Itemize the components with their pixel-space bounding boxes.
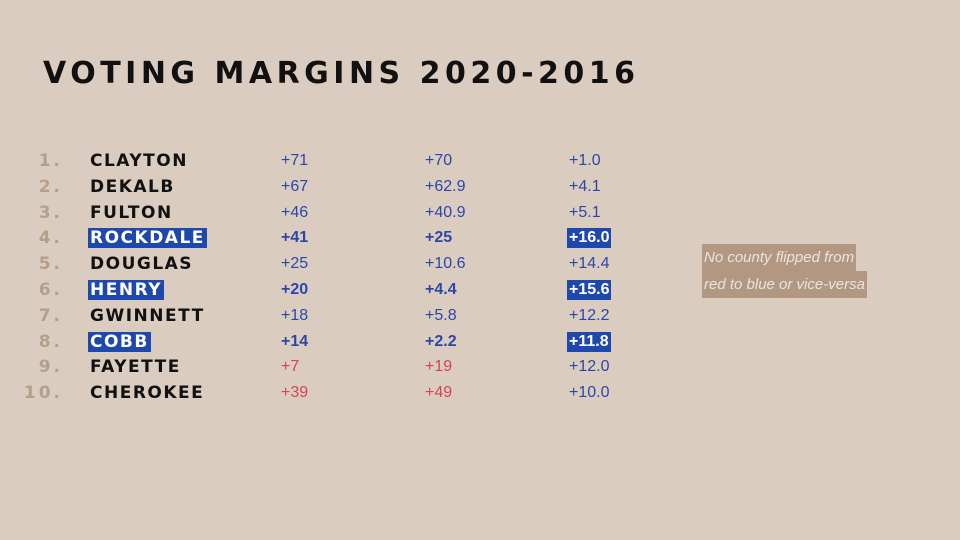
change: +14.4	[569, 255, 610, 273]
county: FAYETTE	[90, 357, 181, 378]
margin-2020: +14	[281, 332, 309, 350]
margin-2016: +10.6	[425, 255, 466, 273]
county: DEKALB	[90, 176, 175, 197]
margin-2020: +39	[281, 384, 309, 402]
rank: 2.	[38, 176, 63, 197]
note-line: No county flipped from	[702, 244, 857, 271]
county: COBB	[88, 331, 151, 352]
rank: 9.	[38, 357, 63, 378]
margin-2016: +62.9	[425, 177, 466, 195]
change: +15.6	[567, 280, 612, 300]
rank: 5.	[38, 254, 63, 275]
margin-2020: +67	[281, 177, 309, 195]
county: CLAYTON	[90, 151, 188, 171]
county: DOUGLAS	[90, 254, 194, 275]
rank: 8.	[38, 331, 63, 352]
change: +1.0	[569, 152, 601, 169]
margin-2020: +41	[281, 229, 309, 247]
margin-2016: +49	[425, 384, 453, 402]
margin-2020: +20	[281, 281, 309, 298]
rank: 4.	[38, 228, 63, 249]
margin-2016: +70	[425, 152, 453, 169]
margin-2016: +4.4	[425, 281, 457, 298]
change: +16.0	[567, 228, 612, 249]
county: CHEROKEE	[90, 383, 205, 404]
margin-2020: +46	[281, 203, 309, 221]
rank: 6.	[38, 280, 63, 300]
change: +11.8	[567, 331, 611, 352]
rank: 7.	[38, 305, 63, 326]
change: +12.0	[569, 358, 610, 376]
change: +12.2	[569, 306, 610, 324]
change: +4.1	[569, 177, 601, 195]
change: +10.0	[569, 384, 610, 402]
margin-2020: +7	[281, 358, 300, 376]
note: No county flipped from red to blue or vi…	[702, 244, 867, 298]
margin-2016: +25	[425, 229, 453, 247]
margin-2020: +71	[281, 152, 309, 169]
margin-2016: +2.2	[425, 332, 457, 350]
county: GWINNETT	[90, 305, 205, 326]
county: ROCKDALE	[88, 228, 207, 249]
county: FULTON	[90, 202, 173, 223]
rank: 3.	[38, 202, 63, 223]
county: HENRY	[88, 280, 165, 300]
rank: 1.	[38, 151, 63, 171]
margin-2016: +5.8	[425, 306, 457, 324]
margin-2016: +19	[425, 358, 453, 376]
margin-2020: +25	[281, 255, 309, 273]
change: +5.1	[569, 203, 601, 221]
rank: 10.	[23, 383, 63, 404]
margin-2020: +18	[281, 306, 309, 324]
note-line: red to blue or vice-versa	[702, 271, 867, 298]
title: VOTING MARGINS 2020-2016	[43, 56, 640, 91]
margin-2016: +40.9	[425, 203, 466, 221]
